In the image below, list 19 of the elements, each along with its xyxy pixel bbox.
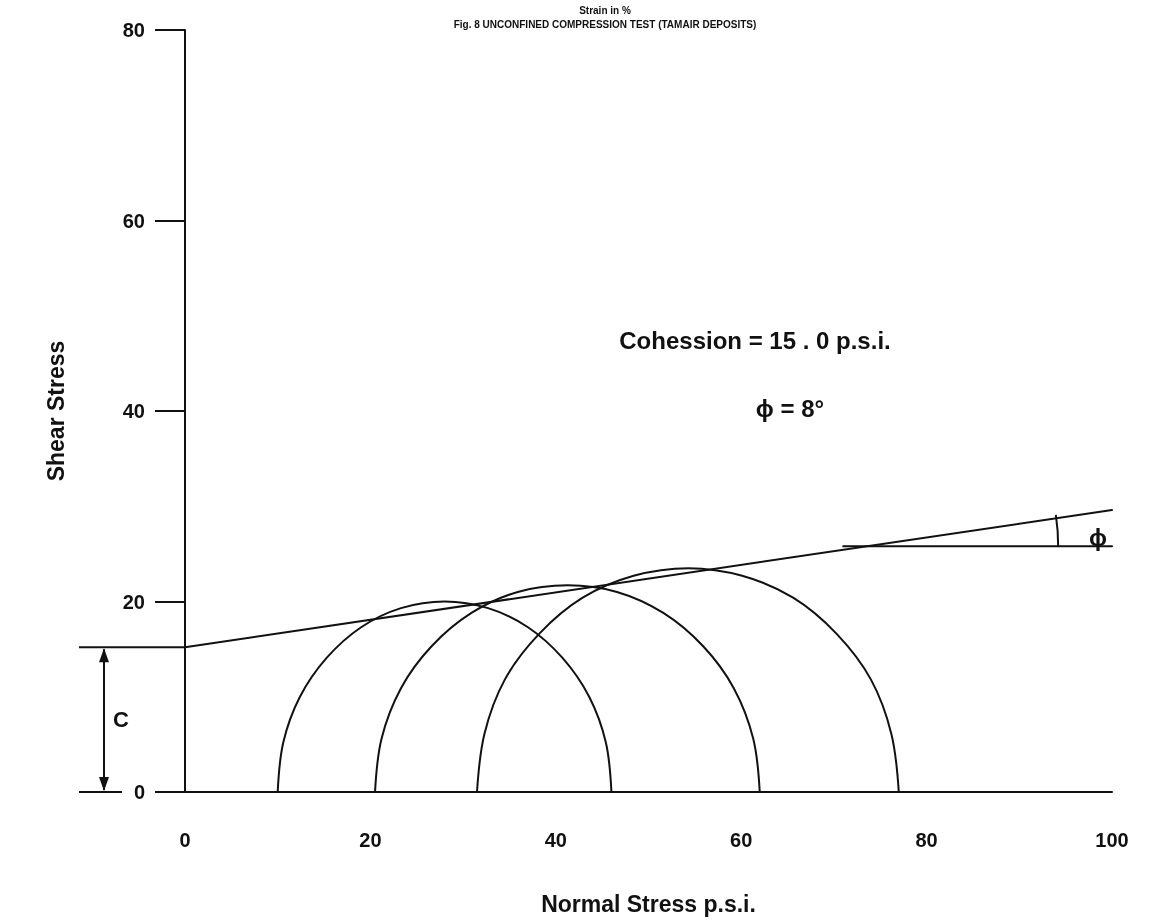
text: C [113, 706, 130, 732]
text: Strain in % [579, 4, 631, 16]
x-tick-label: 20 [359, 829, 382, 851]
x-tick-label: 80 [915, 829, 938, 851]
annotation: ϕ = 8° [755, 394, 825, 422]
y-tick-label: 40 [122, 400, 145, 422]
x-tick-label: 60 [730, 829, 753, 851]
y-tick-label: 20 [122, 590, 145, 613]
y-tick-label: 60 [122, 209, 145, 232]
x-axis-title: Normal Stress p.s.i. [541, 890, 756, 917]
x-tick-label: 40 [544, 829, 567, 851]
x-tick-label: 100 [1095, 829, 1129, 851]
annotation: Cohession = 15 . 0 p.s.i. [619, 326, 891, 354]
caption: Fig. 8 UNCONFINED COMPRESSION TEST (TAMAIR DEPOSITS) [453, 18, 757, 30]
annotation: ϕ [1089, 523, 1107, 551]
y-axis-title: Shear Stress [42, 340, 69, 482]
y-tick-label: 80 [122, 19, 145, 41]
x-tick-label: 0 [179, 829, 191, 851]
y-tick-label: 0 [133, 781, 145, 803]
